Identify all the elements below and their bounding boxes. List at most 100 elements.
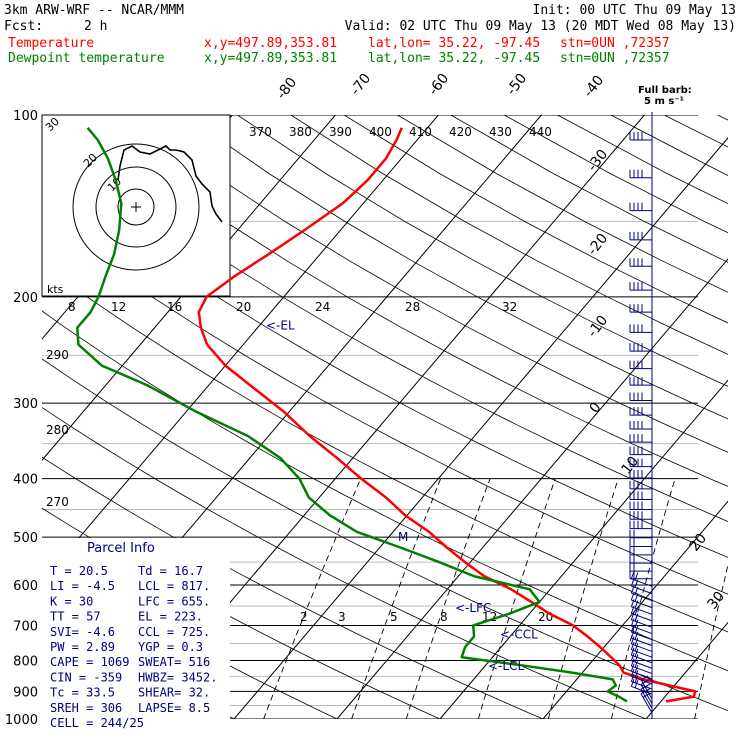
mixing-ratio-line (263, 478, 362, 719)
wind-barb-legend: Full barb: 5 m s⁻¹ (638, 85, 692, 107)
level-annotation: <-LCL (488, 659, 524, 673)
wind-legend-line1: Full barb: (638, 85, 692, 96)
dry-adiabat-line (504, 115, 728, 234)
wind-barb (629, 529, 652, 539)
isotherm-label: -50 (504, 71, 531, 99)
wind-barb (630, 599, 653, 615)
pressure-tick-label: 400 (13, 473, 38, 488)
wind-barb-staff (631, 625, 653, 635)
wind-barb-flag (630, 592, 635, 601)
theta-left-label: 270 (46, 495, 69, 509)
pressure-tick-label: 100 (13, 109, 38, 124)
parcel-info-right: HWBZ= 3452. (138, 670, 217, 684)
wind-barb-flag (630, 605, 635, 614)
isotherm-line (439, 379, 728, 719)
wind-barb-flag (630, 636, 635, 645)
hodo-speed-label: 8 (68, 300, 76, 314)
wind-barb (629, 420, 652, 430)
isotherm-label: -30 (585, 147, 612, 175)
isotherm-label: -40 (581, 73, 608, 101)
wind-barb (629, 446, 652, 456)
wind-barb-flag (634, 664, 639, 673)
wind-barb (629, 231, 652, 241)
legend-dewpoint-stn: stn=0UN ,72357 (560, 51, 670, 66)
wind-barb-flag (634, 586, 639, 595)
isotherm-label: 30 (705, 589, 729, 613)
dry-adiabat-line (42, 173, 728, 558)
mixing-ratio-line (351, 478, 442, 719)
wind-barb (629, 491, 652, 500)
wind-barb-flag (634, 613, 639, 622)
parcel-info-right: EL = 223. (138, 610, 203, 624)
pressure-tick-label: 1000 (5, 713, 38, 728)
hodo-speed-label: 28 (405, 300, 420, 314)
pressure-tick-label: 900 (13, 685, 38, 700)
level-annotation: <-EL (266, 318, 295, 332)
wind-barb (629, 360, 652, 370)
legend-temperature-label: Temperature (8, 36, 94, 51)
wind-barb (630, 647, 653, 664)
fcst-label: Fcst: (4, 19, 43, 34)
theta-label: 380 (289, 125, 312, 139)
theta-left-label: 290 (46, 348, 69, 362)
isotherm-label: 0 (587, 400, 605, 417)
wind-barb-flag (630, 630, 635, 639)
pressure-tick-label: 600 (13, 579, 38, 594)
level-annotations: <-EL <-LFC <-CCL <-LCL M (266, 318, 538, 673)
parcel-info-left: CAPE = 1069 (50, 655, 129, 669)
dry-adiabat-line (664, 115, 728, 148)
isotherm-label: -70 (348, 71, 375, 99)
wind-barb-flag (634, 579, 639, 588)
isotherm-line (336, 258, 728, 719)
wind-barb (630, 571, 653, 587)
legend-temperature-stn: stn=0UN ,72357 (560, 36, 670, 51)
wind-barb-flag (630, 653, 635, 661)
wind-barb (630, 658, 653, 675)
hodo-speed-label: 32 (502, 300, 517, 314)
theta-label: 390 (329, 125, 352, 139)
isotherm-label: -20 (585, 231, 612, 259)
wind-barb-flag (634, 654, 639, 663)
wind-barb (629, 392, 652, 402)
wind-barb-flag (630, 678, 635, 687)
theta-label: 420 (449, 125, 472, 139)
wind-legend-line2: 5 m s⁻¹ (644, 96, 684, 107)
wind-barb-flag (630, 624, 635, 633)
wind-barb-flag (630, 599, 635, 607)
wind-barb-flag (630, 673, 635, 682)
wind-barb-flag (634, 572, 639, 581)
mixing-ratio-line (405, 478, 491, 719)
dry-adiabat-line (183, 115, 728, 420)
wind-barb (630, 612, 653, 628)
parcel-info-left: T = 20.5 (50, 564, 108, 578)
level-annotation: M (398, 530, 408, 544)
parcel-info-left: K = 30 (50, 594, 93, 608)
isotherm-line (42, 115, 336, 461)
wind-barb (629, 343, 652, 352)
isotherm-label: 20 (687, 531, 711, 555)
isotherm-label: -60 (426, 71, 453, 99)
wind-barb-flag (642, 692, 651, 698)
parcel-info-left: SVI= -4.6 (50, 625, 115, 639)
mixing-ratio-line (694, 562, 728, 719)
wind-barb-staff (631, 637, 653, 647)
wind-barb-flag (640, 680, 649, 685)
dry-adiabat-line (717, 115, 728, 121)
parcel-info-right: CCL = 725. (138, 625, 210, 639)
valid-time: Valid: 02 UTC Thu 09 May 13 (20 MDT Wed … (345, 19, 736, 34)
parcel-info-left: PW = 2.89 (50, 640, 115, 654)
wind-barb-staff (631, 631, 653, 641)
isotherm-label: -80 (274, 75, 301, 103)
parcel-info-right: SHEAR= 32. (138, 686, 210, 700)
wind-barb-flag (640, 689, 649, 695)
wind-barb (629, 520, 652, 530)
hodograph-ring (72, 143, 200, 271)
pressure-tick-label: 500 (13, 531, 38, 546)
model-title: 3km ARW-WRF -- NCAR/MMM (4, 3, 184, 18)
wind-barb (629, 377, 652, 386)
wind-barb (629, 407, 652, 416)
wind-barb (629, 538, 652, 547)
temperature-profile (197, 127, 697, 703)
theta-label: 370 (249, 125, 272, 139)
